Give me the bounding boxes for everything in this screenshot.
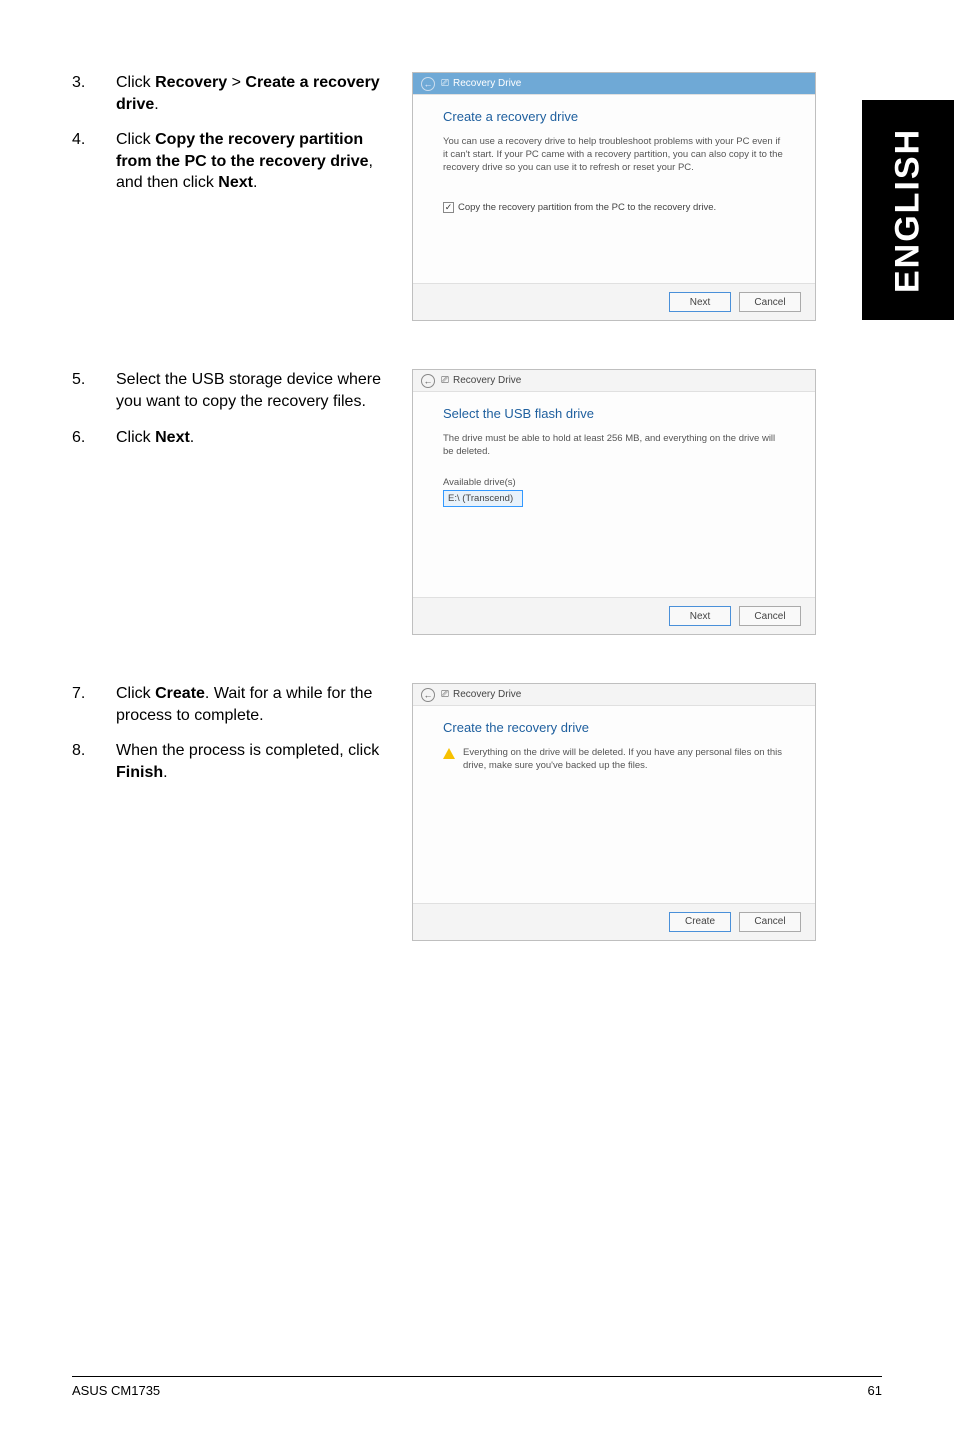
step-number: 8. [72, 740, 116, 783]
step-3: 3. Click Recovery > Create a recovery dr… [72, 72, 392, 115]
step-text: When the process is completed, click Fin… [116, 740, 392, 783]
step-text: Click Copy the recovery partition from t… [116, 129, 392, 194]
step-text: Click Recovery > Create a recovery drive… [116, 72, 392, 115]
step-number: 5. [72, 369, 116, 412]
step-number: 7. [72, 683, 116, 726]
dialog-heading: Create the recovery drive [443, 720, 785, 735]
step-text: Select the USB storage device where you … [116, 369, 392, 412]
step-7: 7. Click Create. Wait for a while for th… [72, 683, 392, 726]
dialog-titlebar: ← ⎚ Recovery Drive [413, 370, 815, 392]
dialog-title: Recovery Drive [453, 78, 521, 89]
language-tab: ENGLISH [862, 100, 954, 320]
checkbox-label: Copy the recovery partition from the PC … [458, 202, 716, 213]
next-button[interactable]: Next [669, 292, 731, 312]
dialog-titlebar: ← ⎚ Recovery Drive [413, 73, 815, 95]
dialog-heading: Select the USB flash drive [443, 406, 785, 421]
step-number: 4. [72, 129, 116, 194]
step-6: 6. Click Next. [72, 427, 392, 449]
step-number: 3. [72, 72, 116, 115]
footer-page-number: 61 [868, 1383, 882, 1398]
dialog-titlebar: ← ⎚ Recovery Drive [413, 684, 815, 706]
footer-product: ASUS CM1735 [72, 1383, 160, 1398]
step-5: 5. Select the USB storage device where y… [72, 369, 392, 412]
recovery-drive-icon: ⎚ [441, 78, 449, 89]
back-icon[interactable]: ← [421, 688, 435, 702]
recovery-drive-icon: ⎚ [441, 375, 449, 386]
available-drives-label: Available drive(s) [443, 477, 785, 488]
cancel-button[interactable]: Cancel [739, 912, 801, 932]
dialog-create-confirm: × ← ⎚ Recovery Drive Create the recovery… [412, 683, 816, 941]
next-button[interactable]: Next [669, 606, 731, 626]
dialog-title: Recovery Drive [453, 689, 521, 700]
recovery-drive-icon: ⎚ [441, 689, 449, 700]
dialog-create-recovery: × ← ⎚ Recovery Drive Create a recovery d… [412, 72, 816, 321]
dialog-select-usb: × ← ⎚ Recovery Drive Select the USB flas… [412, 369, 816, 635]
copy-partition-checkbox[interactable]: ✓ [443, 202, 454, 213]
drive-item[interactable]: E:\ (Transcend) [443, 490, 523, 507]
dialog-heading: Create a recovery drive [443, 109, 785, 124]
dialog-title: Recovery Drive [453, 375, 521, 386]
dialog-description: You can use a recovery drive to help tro… [443, 136, 785, 174]
step-text: Click Create. Wait for a while for the p… [116, 683, 392, 726]
warning-text: Everything on the drive will be deleted.… [463, 747, 785, 773]
step-8: 8. When the process is completed, click … [72, 740, 392, 783]
cancel-button[interactable]: Cancel [739, 292, 801, 312]
page-footer: ASUS CM1735 61 [72, 1376, 882, 1398]
warning-icon [443, 748, 455, 759]
dialog-description: The drive must be able to hold at least … [443, 433, 785, 459]
step-4: 4. Click Copy the recovery partition fro… [72, 129, 392, 194]
cancel-button[interactable]: Cancel [739, 606, 801, 626]
step-number: 6. [72, 427, 116, 449]
back-icon[interactable]: ← [421, 374, 435, 388]
create-button[interactable]: Create [669, 912, 731, 932]
back-icon[interactable]: ← [421, 77, 435, 91]
step-text: Click Next. [116, 427, 392, 449]
